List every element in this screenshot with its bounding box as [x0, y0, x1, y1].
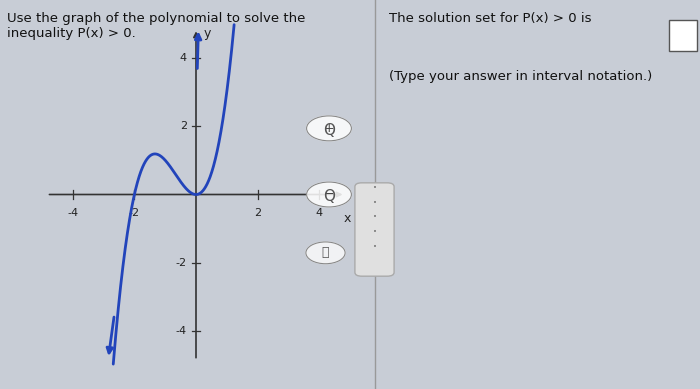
Text: •: •: [372, 229, 377, 235]
Text: 4: 4: [316, 208, 323, 218]
Text: -2: -2: [129, 208, 140, 218]
Text: Use the graph of the polynomial to solve the
inequality P(x) > 0.: Use the graph of the polynomial to solve…: [7, 12, 305, 40]
Text: y: y: [204, 27, 211, 40]
Text: x: x: [343, 212, 351, 224]
Text: +: +: [323, 122, 335, 135]
Text: -4: -4: [67, 208, 78, 218]
Text: The solution set for P(x) > 0 is: The solution set for P(x) > 0 is: [389, 12, 591, 25]
Text: 4: 4: [180, 53, 187, 63]
Text: -2: -2: [176, 258, 187, 268]
Text: 2: 2: [254, 208, 261, 218]
Text: •: •: [372, 200, 377, 206]
Text: •: •: [372, 214, 377, 221]
Text: Q: Q: [323, 123, 335, 138]
Text: (Type your answer in interval notation.): (Type your answer in interval notation.): [389, 70, 652, 83]
Text: ⧉: ⧉: [322, 246, 329, 259]
Text: •: •: [372, 185, 377, 191]
Text: Q: Q: [323, 189, 335, 204]
Text: -4: -4: [176, 326, 187, 336]
Text: 2: 2: [180, 121, 187, 131]
Text: •: •: [372, 244, 377, 250]
Text: −: −: [323, 188, 335, 201]
